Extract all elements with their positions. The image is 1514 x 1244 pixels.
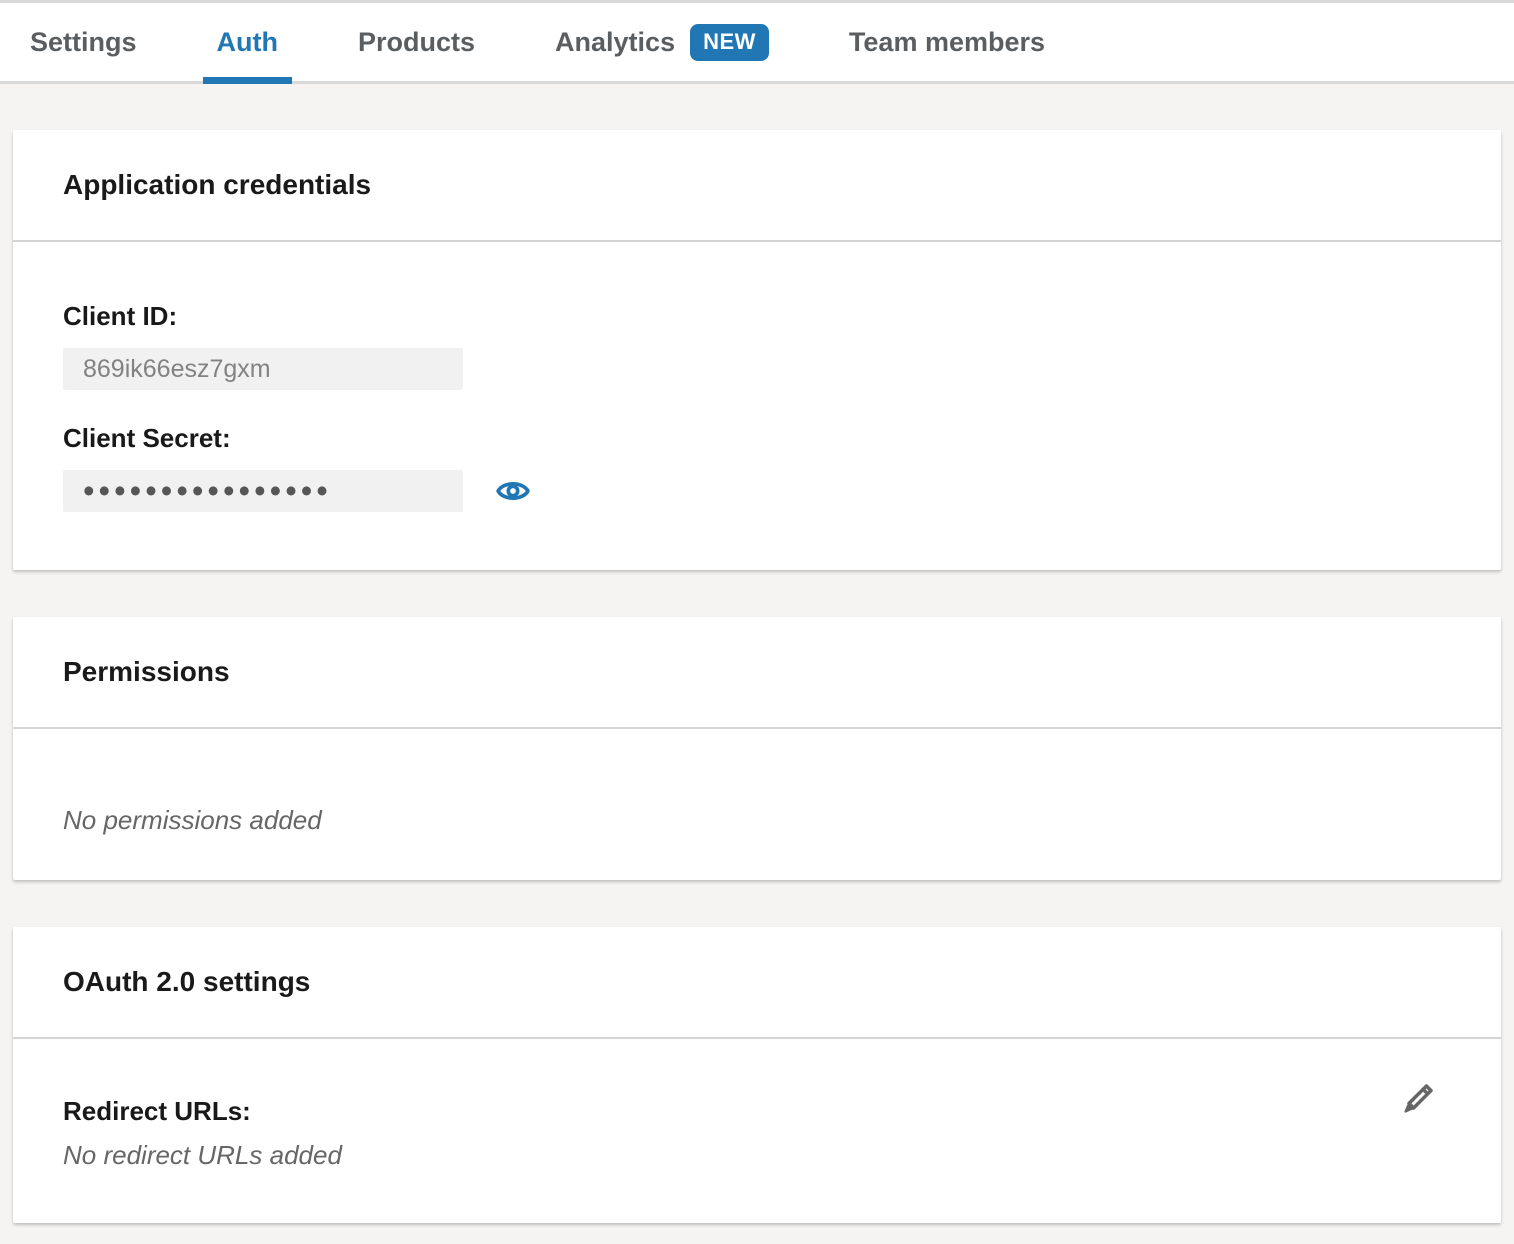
main-content: Application credentials Client ID: 869ik… <box>0 84 1514 1223</box>
client-secret-field[interactable]: •••••••••••••••• <box>63 470 463 512</box>
client-id-field[interactable]: 869ik66esz7gxm <box>63 348 463 390</box>
spacer <box>63 390 1451 424</box>
tab-settings-label: Settings <box>30 26 137 57</box>
pencil-icon <box>1404 1084 1433 1113</box>
tab-team-members-label: Team members <box>848 26 1046 57</box>
redirect-urls-empty-message: No redirect URLs added <box>63 1140 342 1170</box>
oauth-settings-header: OAuth 2.0 settings <box>13 927 1501 1039</box>
permissions-empty-message: No permissions added <box>63 805 322 835</box>
application-credentials-header: Application credentials <box>13 130 1501 242</box>
tab-team-members[interactable]: Team members <box>835 3 1059 81</box>
oauth-settings-body: Redirect URLs: No redirect URLs added <box>13 1039 1501 1223</box>
tab-products[interactable]: Products <box>344 3 489 81</box>
client-secret-row: •••••••••••••••• <box>63 470 1451 512</box>
client-secret-masked-value: •••••••••••••••• <box>83 472 332 509</box>
new-badge: NEW <box>690 23 769 61</box>
application-credentials-title: Application credentials <box>63 169 372 200</box>
client-id-label: Client ID: <box>63 301 178 331</box>
tab-analytics[interactable]: Analytics NEW <box>541 3 783 81</box>
tab-bar: Settings Auth Products Analytics NEW Tea… <box>0 0 1514 84</box>
oauth-settings-card: OAuth 2.0 settings Redirect URLs: No red… <box>13 927 1501 1223</box>
eye-icon <box>496 482 530 500</box>
oauth-settings-title: OAuth 2.0 settings <box>63 966 311 997</box>
tab-auth-label: Auth <box>216 26 278 57</box>
permissions-header: Permissions <box>13 617 1501 729</box>
application-credentials-body: Client ID: 869ik66esz7gxm Client Secret:… <box>13 242 1501 570</box>
permissions-body: No permissions added <box>13 729 1501 880</box>
reveal-secret-button[interactable] <box>496 474 530 508</box>
permissions-title: Permissions <box>63 656 230 687</box>
application-credentials-card: Application credentials Client ID: 869ik… <box>13 130 1501 570</box>
tab-settings[interactable]: Settings <box>16 3 151 81</box>
client-secret-label: Client Secret: <box>63 423 231 453</box>
permissions-card: Permissions No permissions added <box>13 617 1501 880</box>
client-id-value: 869ik66esz7gxm <box>83 354 271 383</box>
tab-products-label: Products <box>358 26 476 57</box>
active-tab-underline <box>202 77 292 84</box>
tab-analytics-label: Analytics <box>555 26 676 57</box>
redirect-urls-label: Redirect URLs: <box>63 1096 251 1126</box>
tab-auth[interactable]: Auth <box>202 3 292 84</box>
edit-redirect-urls-button[interactable] <box>1395 1076 1441 1122</box>
